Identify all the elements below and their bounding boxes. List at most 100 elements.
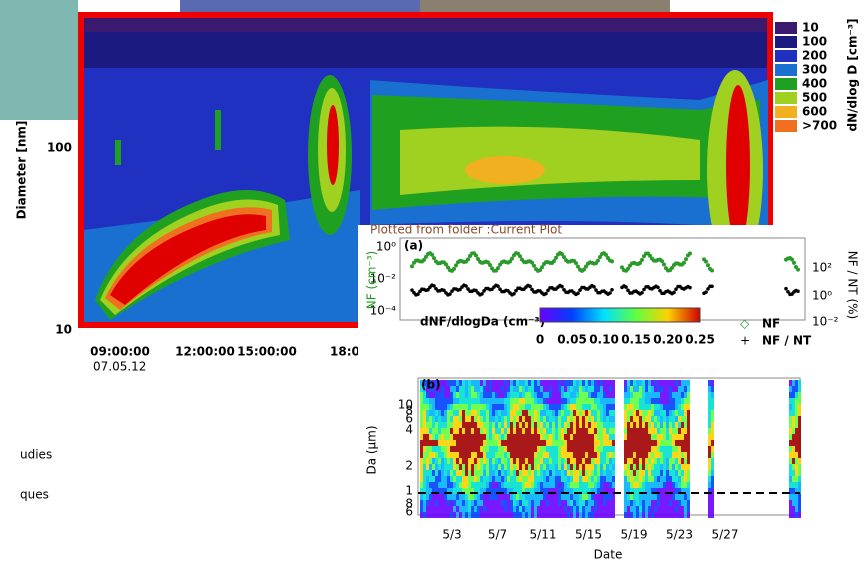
texture-cell: [627, 458, 630, 464]
texture-cell: [669, 464, 672, 470]
texture-cell: [447, 422, 450, 428]
texture-cell: [543, 488, 546, 494]
texture-cell: [609, 500, 612, 506]
texture-cell: [534, 446, 537, 452]
texture-cell: [498, 410, 501, 416]
texture-cell: [594, 494, 597, 500]
texture-cell: [636, 494, 639, 500]
texture-cell: [450, 488, 453, 494]
texture-cell: [432, 404, 435, 410]
texture-cell: [468, 416, 471, 422]
texture-cell: [627, 416, 630, 422]
texture-cell: [561, 380, 564, 386]
texture-cell: [669, 386, 672, 392]
texture-cell: [474, 440, 477, 446]
texture-cell: [660, 434, 663, 440]
texture-cell: [633, 482, 636, 488]
texture-cell: [600, 494, 603, 500]
texture-cell: [633, 416, 636, 422]
texture-cell: [798, 488, 801, 494]
texture-dot: [546, 288, 550, 293]
texture-cell: [582, 488, 585, 494]
legend-swatch: [775, 120, 797, 132]
texture-dot: [458, 287, 462, 292]
texture-cell: [438, 482, 441, 488]
texture-cell: [582, 446, 585, 452]
texture-cell: [513, 512, 516, 518]
texture-cell: [792, 428, 795, 434]
texture-cell: [483, 512, 486, 518]
texture-cell: [798, 398, 801, 404]
texture-cell: [498, 476, 501, 482]
texture-cell: [489, 398, 492, 404]
y2-tick-label: 10⁰: [812, 289, 832, 303]
texture-cell: [459, 410, 462, 416]
texture-cell: [555, 476, 558, 482]
texture-cell: [666, 404, 669, 410]
texture-cell: [543, 398, 546, 404]
texture-cell: [558, 446, 561, 452]
y-tick-label: 10: [55, 323, 72, 337]
texture-dot: [672, 290, 676, 295]
texture-cell: [450, 386, 453, 392]
texture-dot: [640, 290, 644, 295]
texture-cell: [558, 494, 561, 500]
texture-cell: [633, 422, 636, 428]
texture-cell: [423, 482, 426, 488]
texture-cell: [789, 428, 792, 434]
texture-cell: [678, 488, 681, 494]
texture-cell: [531, 446, 534, 452]
texture-cell: [453, 422, 456, 428]
legend-label: 100: [802, 35, 827, 49]
colorbar-tick-label: 0.25: [685, 333, 715, 347]
texture-cell: [510, 506, 513, 512]
texture-cell: [480, 428, 483, 434]
texture-cell: [546, 380, 549, 386]
texture-cell: [420, 488, 423, 494]
texture-cell: [513, 494, 516, 500]
texture-cell: [654, 482, 657, 488]
texture-cell: [585, 446, 588, 452]
texture-cell: [441, 404, 444, 410]
texture-cell: [483, 392, 486, 398]
texture-cell: [663, 494, 666, 500]
texture-cell: [567, 428, 570, 434]
texture-cell: [525, 422, 528, 428]
texture-cell: [579, 434, 582, 440]
texture-cell: [507, 506, 510, 512]
texture-cell: [540, 392, 543, 398]
texture-cell: [582, 428, 585, 434]
texture-cell: [519, 452, 522, 458]
texture-cell: [792, 392, 795, 398]
texture-cell: [507, 410, 510, 416]
texture-cell: [711, 512, 714, 518]
texture-cell: [678, 452, 681, 458]
texture-cell: [522, 434, 525, 440]
texture-cell: [663, 488, 666, 494]
texture-cell: [558, 404, 561, 410]
texture-cell: [681, 470, 684, 476]
texture-cell: [426, 452, 429, 458]
texture-cell: [564, 446, 567, 452]
texture-cell: [438, 404, 441, 410]
texture-cell: [477, 398, 480, 404]
texture-cell: [507, 512, 510, 518]
texture-cell: [561, 434, 564, 440]
texture-cell: [627, 392, 630, 398]
texture-cell: [432, 440, 435, 446]
texture-cell: [426, 458, 429, 464]
texture-dot: [540, 265, 544, 270]
texture-cell: [600, 416, 603, 422]
texture-cell: [483, 422, 486, 428]
texture-cell: [636, 386, 639, 392]
texture-cell: [561, 482, 564, 488]
texture-cell: [795, 488, 798, 494]
texture-cell: [687, 464, 690, 470]
texture-cell: [537, 458, 540, 464]
texture-cell: [435, 422, 438, 428]
texture-cell: [429, 404, 432, 410]
texture-cell: [708, 416, 711, 422]
texture-cell: [657, 410, 660, 416]
texture-dot: [576, 264, 580, 269]
texture-cell: [549, 434, 552, 440]
